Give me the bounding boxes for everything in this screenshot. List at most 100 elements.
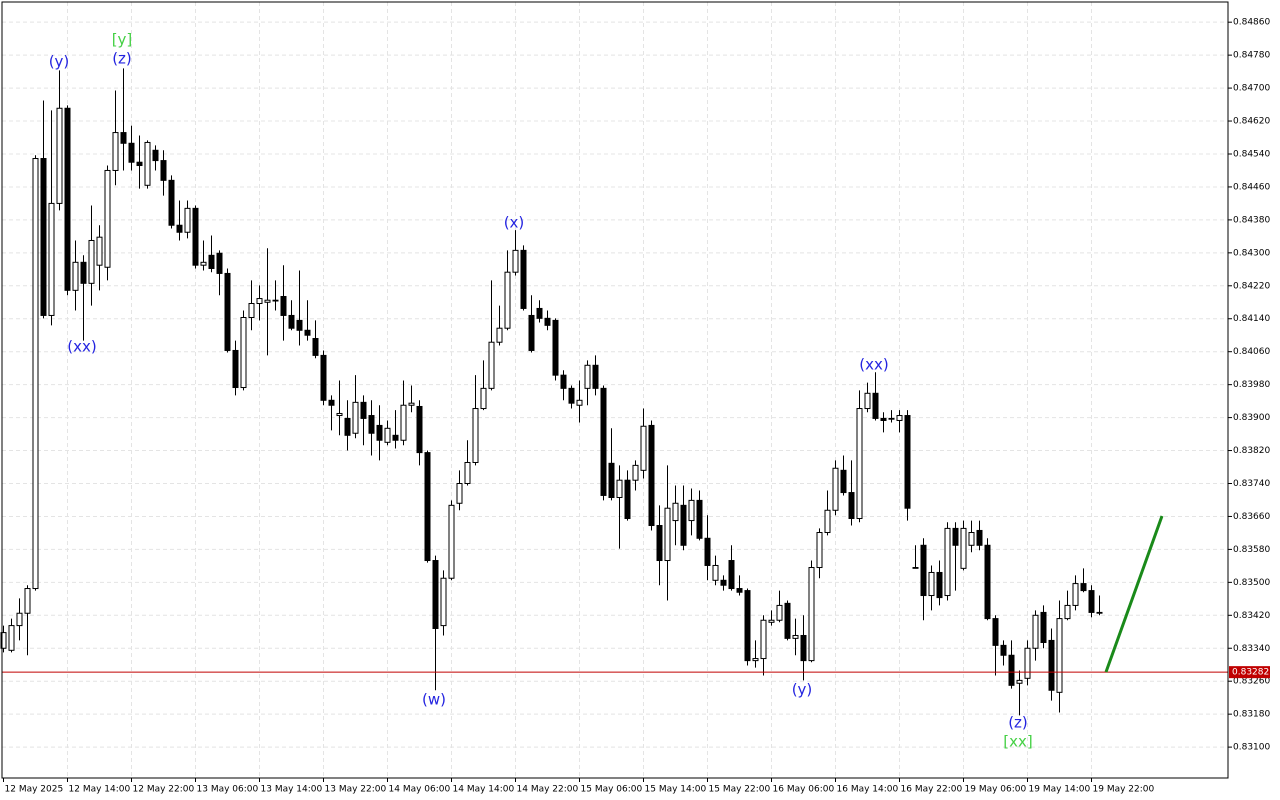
- candle-body: [792, 634, 799, 639]
- candle-body: [1072, 583, 1079, 606]
- candle-body: [928, 571, 935, 597]
- x-tick-label: 14 May 22:00: [517, 785, 579, 795]
- y-tick-label: 0.84780: [1233, 51, 1270, 61]
- x-tick-label: 12 May 14:00: [69, 785, 131, 795]
- candle-body: [840, 469, 847, 494]
- candle-body: [344, 417, 351, 436]
- candle-body: [936, 571, 943, 599]
- candle-body: [768, 619, 775, 623]
- candle-body: [272, 299, 279, 302]
- y-tick-label: 0.84060: [1233, 347, 1270, 357]
- candle-body: [712, 564, 719, 581]
- candle-body: [248, 303, 255, 319]
- candle-body: [752, 658, 759, 662]
- candle-body: [360, 401, 367, 419]
- candle-body: [424, 452, 431, 562]
- x-tick-label: 16 May 06:00: [773, 785, 835, 795]
- candle-body: [184, 207, 191, 233]
- x-tick-label: 16 May 22:00: [901, 785, 963, 795]
- price-label: 0.83282: [1232, 668, 1269, 678]
- candle-body: [1056, 618, 1063, 693]
- candle-body: [728, 560, 735, 590]
- y-tick-label: 0.84860: [1233, 18, 1270, 28]
- y-tick-label: 0.84700: [1233, 84, 1270, 94]
- candle-body: [920, 544, 927, 597]
- candle-body: [696, 499, 703, 539]
- y-tick-label: 0.83500: [1233, 578, 1270, 588]
- candle-body: [592, 364, 599, 389]
- candle-body: [160, 160, 167, 181]
- y-tick-label: 0.83980: [1233, 380, 1270, 390]
- x-tick-label: 13 May 06:00: [197, 785, 259, 795]
- wave-label: (z): [112, 50, 132, 68]
- candle-body: [200, 261, 207, 266]
- candle-body: [192, 207, 199, 266]
- candle-body: [704, 537, 711, 566]
- candle-body: [256, 298, 263, 305]
- candle-body: [984, 544, 991, 620]
- candle-body: [1008, 654, 1015, 686]
- candle-body: [944, 527, 951, 597]
- x-tick-label: 19 May 22:00: [1093, 785, 1155, 795]
- candle-body: [952, 527, 959, 546]
- candle-body: [1040, 611, 1047, 643]
- x-tick-label: 15 May 06:00: [581, 785, 643, 795]
- candle-body: [808, 567, 815, 662]
- candle-body: [1000, 644, 1007, 656]
- candle-body: [1096, 611, 1103, 614]
- frame: [1, 1, 1229, 779]
- candle-body: [624, 479, 631, 520]
- candle-body: [336, 412, 343, 417]
- candle-body: [960, 527, 967, 569]
- candle-body: [240, 317, 247, 389]
- candle-body: [880, 417, 887, 421]
- candle-body: [848, 492, 855, 520]
- candle-body: [88, 239, 95, 284]
- projection-line: [1104, 515, 1164, 673]
- candle-body: [544, 317, 551, 326]
- candle-body: [56, 107, 63, 204]
- candle-body: [656, 525, 663, 562]
- y-tick-label: 0.84460: [1233, 182, 1270, 192]
- candle-body: [24, 588, 31, 614]
- price-label-box: [1229, 666, 1270, 679]
- candle-body: [392, 434, 399, 441]
- candle-body: [864, 392, 871, 410]
- y-tick-label: 0.83580: [1233, 545, 1270, 555]
- candle-body: [776, 604, 783, 621]
- candle-body: [528, 314, 535, 351]
- y-tick-label: 0.83900: [1233, 413, 1270, 423]
- candle-body: [136, 161, 143, 167]
- candle-body: [48, 202, 55, 316]
- candle-body: [736, 588, 743, 593]
- wave-label: (y): [792, 681, 813, 699]
- grid: [2, 2, 1228, 778]
- candle-body: [112, 132, 119, 171]
- candle-body: [744, 590, 751, 662]
- candle-body: [472, 408, 479, 463]
- y-tick-label: 0.84140: [1233, 314, 1270, 324]
- y-tick-label: 0.83660: [1233, 512, 1270, 522]
- x-tick-label: 15 May 22:00: [709, 785, 771, 795]
- candle-body: [568, 387, 575, 404]
- candle-body: [584, 364, 591, 389]
- candle-body: [560, 374, 567, 389]
- candle-body: [648, 424, 655, 527]
- y-tick-label: 0.83740: [1233, 479, 1270, 489]
- candle-body: [376, 424, 383, 441]
- x-tick-label: 13 May 14:00: [261, 785, 323, 795]
- candle-body: [8, 625, 15, 651]
- y-tick-label: 0.83340: [1233, 644, 1270, 654]
- candle-body: [552, 319, 559, 376]
- candle-body: [168, 179, 175, 226]
- candle-body: [80, 261, 87, 284]
- y-tick-label: 0.84620: [1233, 117, 1270, 127]
- candle-body: [504, 271, 511, 329]
- candle-body: [968, 532, 975, 546]
- candle-body: [120, 132, 127, 144]
- candle-body: [896, 415, 903, 421]
- wave-label: (xx): [859, 356, 888, 374]
- x-tick-label: 16 May 14:00: [837, 785, 899, 795]
- y-tick-label: 0.84380: [1233, 215, 1270, 225]
